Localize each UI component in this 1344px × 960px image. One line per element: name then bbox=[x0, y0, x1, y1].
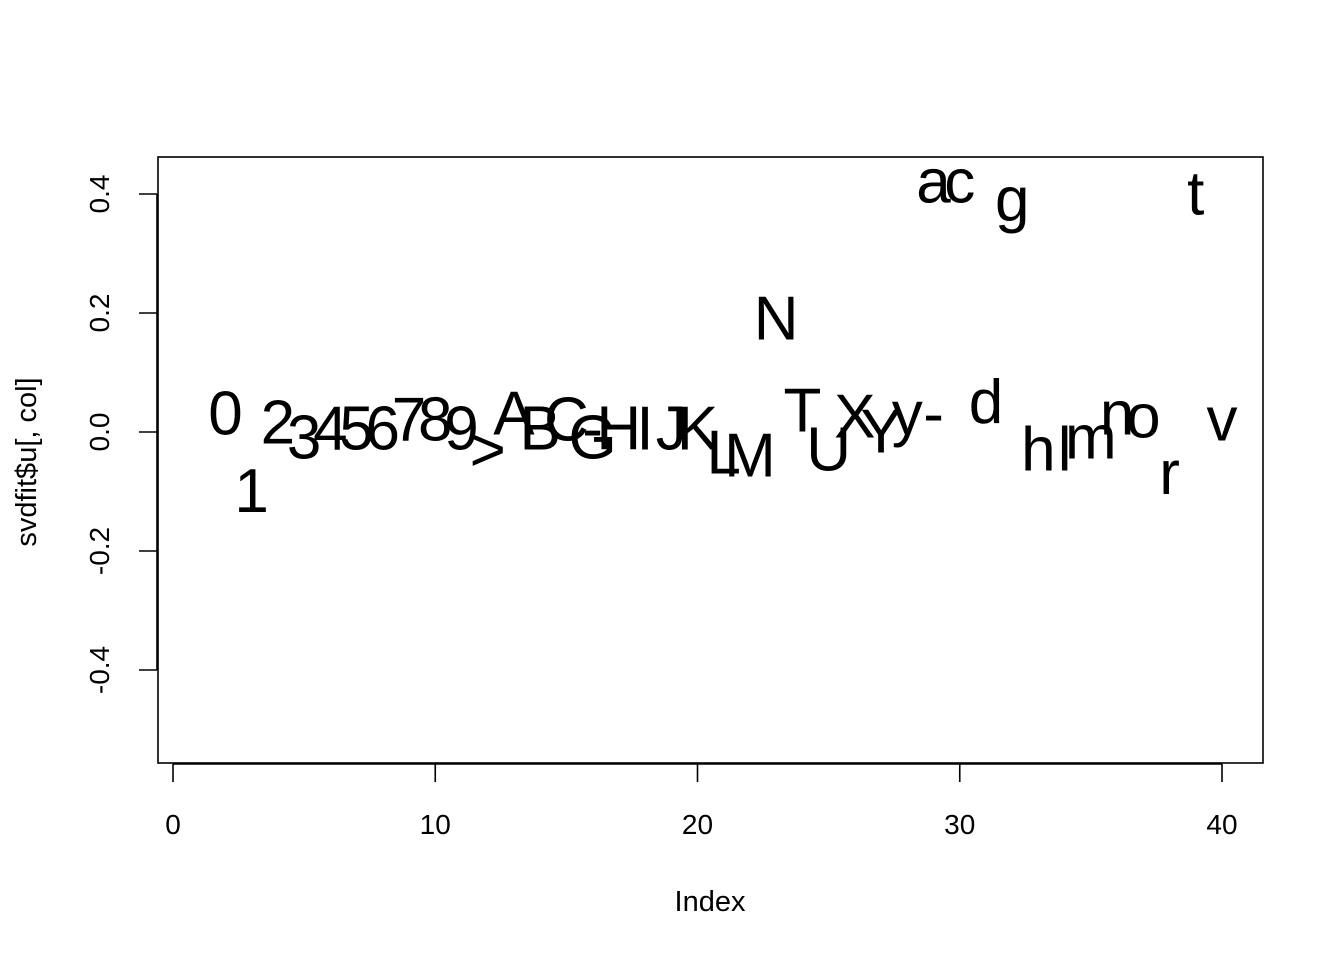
y-tick-label: -0.2 bbox=[84, 527, 115, 575]
data-point-label: L bbox=[706, 418, 740, 487]
data-point-label: 6 bbox=[366, 395, 400, 464]
data-point-label: m bbox=[1065, 403, 1117, 472]
data-point-label: h bbox=[1021, 415, 1055, 484]
data-point-label: B bbox=[519, 395, 560, 464]
data-point-label: g bbox=[995, 165, 1029, 234]
data-point-label: c bbox=[944, 148, 975, 217]
data-point-label: K bbox=[677, 395, 718, 464]
y-tick-label: 0.0 bbox=[84, 413, 115, 452]
y-tick-label: -0.4 bbox=[84, 646, 115, 694]
data-point-label: U bbox=[806, 415, 851, 484]
data-point-label: o bbox=[1126, 383, 1160, 452]
y-axis-ticks: -0.4 -0.2 0.0 0.2 0.4 bbox=[84, 175, 157, 694]
x-tick-label: 40 bbox=[1206, 809, 1237, 840]
data-point-label: - bbox=[582, 395, 603, 464]
x-axis-title: Index bbox=[675, 886, 746, 918]
data-point-label: 3 bbox=[287, 403, 321, 472]
data-point-label: J bbox=[656, 395, 687, 464]
data-point-label: I bbox=[636, 395, 653, 464]
data-point-label: 5 bbox=[339, 395, 373, 464]
y-tick-label: 0.4 bbox=[84, 175, 115, 214]
y-axis-title: svdfit$u[, col] bbox=[11, 377, 43, 546]
data-point-label: y bbox=[892, 380, 923, 449]
data-point-label: 2 bbox=[261, 389, 295, 458]
data-point-label: t bbox=[1187, 160, 1204, 229]
data-point-label: - bbox=[923, 380, 944, 449]
x-axis-ticks: 0 10 20 30 40 bbox=[165, 764, 1238, 840]
plot-frame bbox=[157, 156, 1264, 764]
x-tick-label: 10 bbox=[420, 809, 451, 840]
x-tick-label: 30 bbox=[944, 809, 975, 840]
data-point-label: n bbox=[1100, 380, 1134, 449]
data-point-label: H bbox=[596, 395, 641, 464]
data-point-label: l bbox=[1058, 415, 1072, 484]
y-tick-label: 0.2 bbox=[84, 294, 115, 333]
data-point-label: C bbox=[544, 386, 589, 455]
data-point-label: v bbox=[1207, 386, 1238, 455]
data-point-label: r bbox=[1159, 439, 1180, 508]
data-point-label: 4 bbox=[313, 395, 347, 464]
data-point-label: 9 bbox=[444, 395, 478, 464]
data-point-label: 0 bbox=[208, 380, 242, 449]
data-point-label: > bbox=[470, 415, 506, 484]
data-point-label: 7 bbox=[392, 386, 426, 455]
data-point-label: 8 bbox=[418, 386, 452, 455]
x-tick-label: 0 bbox=[165, 809, 181, 840]
x-tick-label: 20 bbox=[682, 809, 713, 840]
data-point-label: M bbox=[724, 421, 776, 490]
data-point-label: d bbox=[969, 368, 1003, 437]
data-point-label: Y bbox=[860, 398, 901, 467]
data-point-label: A bbox=[493, 380, 535, 449]
data-point-label: a bbox=[916, 148, 951, 217]
data-point-label: X bbox=[834, 383, 875, 452]
data-point-label: 1 bbox=[234, 457, 268, 526]
data-point-label: T bbox=[783, 377, 821, 446]
data-point-label: N bbox=[754, 284, 799, 353]
data-point-label: G bbox=[568, 403, 616, 472]
